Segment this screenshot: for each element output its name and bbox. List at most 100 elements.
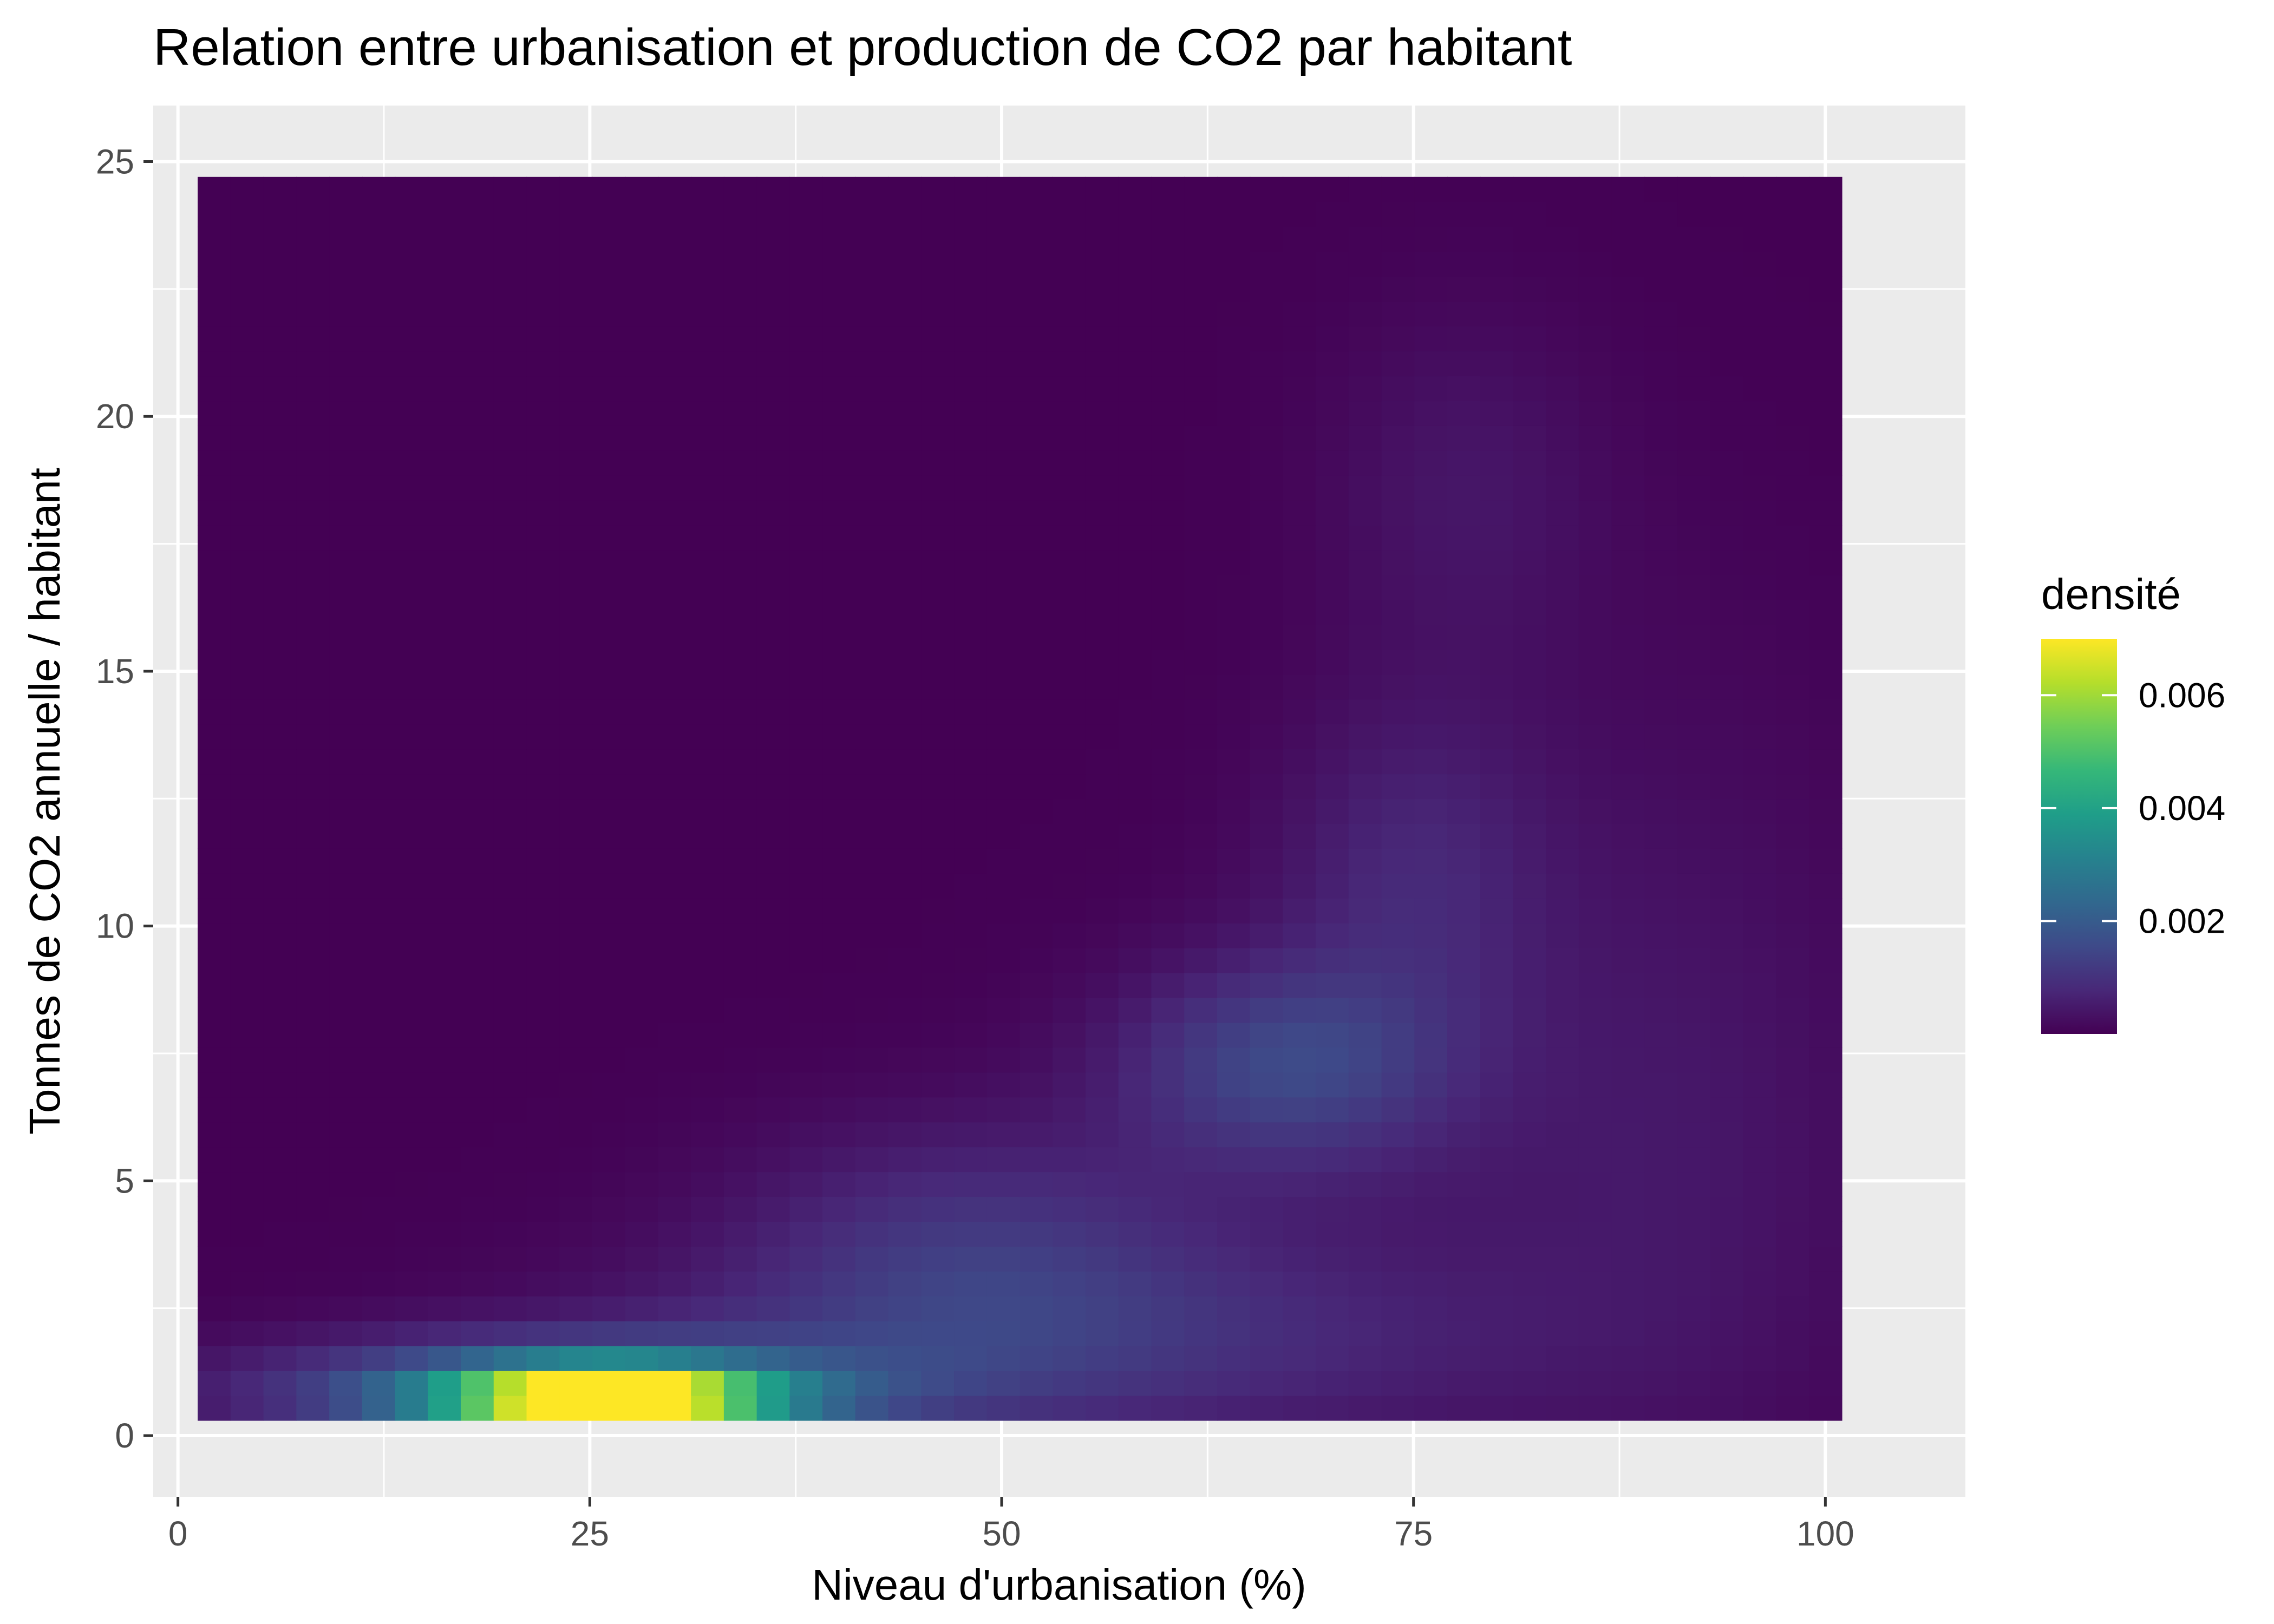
density-tile (1611, 1345, 1645, 1371)
density-tile (362, 326, 396, 352)
density-tile (1316, 276, 1349, 302)
density-tile (1611, 500, 1645, 526)
density-tile (1809, 997, 1842, 1023)
density-tile (1348, 251, 1382, 277)
density-tile (1020, 1395, 1053, 1421)
density-tile (658, 624, 691, 650)
density-tile (921, 699, 955, 725)
density-tile (428, 549, 461, 575)
density-tile (461, 1246, 494, 1272)
density-tile (1381, 848, 1415, 874)
density-tile (1644, 848, 1678, 874)
density-tile (526, 1047, 560, 1073)
density-tile (1283, 475, 1316, 501)
density-tile (395, 1271, 429, 1296)
density-tile (1348, 425, 1382, 451)
density-tile (1053, 1097, 1086, 1123)
density-tile (756, 549, 790, 575)
density-tile (658, 873, 691, 899)
density-tile (986, 1097, 1021, 1123)
density-tile (1480, 326, 1514, 352)
density-tile (1447, 798, 1481, 824)
density-tile (263, 873, 297, 899)
density-tile (198, 276, 231, 302)
density-tile (1414, 599, 1448, 625)
density-tile (1151, 823, 1185, 849)
density-tile (1578, 848, 1612, 874)
density-tile (1020, 500, 1053, 526)
density-tile (986, 1122, 1021, 1148)
density-tile (1151, 1395, 1185, 1421)
density-tile (592, 1171, 626, 1197)
density-tile (625, 574, 659, 600)
density-tile (1283, 201, 1316, 227)
density-tile (296, 226, 330, 252)
density-tile (592, 724, 626, 750)
density-tile (230, 1395, 264, 1421)
density-tile (1250, 1296, 1284, 1321)
density-tile (1480, 823, 1514, 849)
density-tile (493, 997, 527, 1023)
density-tile (1414, 823, 1448, 849)
density-tile (1250, 1196, 1284, 1222)
density-tile (1447, 251, 1481, 277)
density-tile (1118, 301, 1152, 327)
density-tile (428, 574, 461, 600)
density-tile (691, 425, 724, 451)
density-tile (1611, 823, 1645, 849)
density-tile (822, 1196, 856, 1222)
density-tile (1053, 972, 1086, 998)
density-tile (921, 898, 955, 924)
density-tile (1611, 226, 1645, 252)
density-tile (691, 1147, 724, 1173)
density-tile (1085, 525, 1119, 551)
density-tile (362, 823, 396, 849)
density-tile (493, 749, 527, 775)
density-tile (756, 326, 790, 352)
density-tile (658, 401, 691, 426)
density-tile (822, 351, 856, 377)
density-tile (789, 997, 823, 1023)
density-tile (1151, 624, 1185, 650)
density-tile (1348, 1321, 1382, 1346)
density-tile (954, 1246, 988, 1272)
density-tile (362, 1321, 396, 1346)
density-tile (625, 1022, 659, 1048)
density-tile (789, 798, 823, 824)
density-tile (559, 1246, 593, 1272)
density-tile (1118, 798, 1152, 824)
density-tile (986, 674, 1021, 700)
density-tile (263, 624, 297, 650)
density-tile (1480, 1122, 1514, 1148)
density-tile (559, 1072, 593, 1098)
density-tile (1644, 699, 1678, 725)
density-tile (526, 1296, 560, 1321)
density-tile (1743, 201, 1777, 227)
density-tile (1611, 401, 1645, 426)
density-tile (691, 997, 724, 1023)
density-tile (296, 301, 330, 327)
density-tile (296, 1370, 330, 1396)
density-tile (954, 1345, 988, 1371)
density-tile (493, 226, 527, 252)
density-tile (198, 1122, 231, 1148)
density-tile (1611, 1321, 1645, 1346)
density-tile (1118, 500, 1152, 526)
density-tile (329, 947, 363, 973)
density-tile (461, 1072, 494, 1098)
density-tile (559, 624, 593, 650)
density-tile (1184, 201, 1218, 227)
density-tile (428, 898, 461, 924)
density-tile (1348, 1171, 1382, 1197)
density-tile (592, 376, 626, 402)
density-tile (1053, 624, 1086, 650)
density-tile (1053, 326, 1086, 352)
legend-label: 0.002 (2139, 901, 2225, 940)
density-tile (723, 1246, 757, 1272)
density-tile (1578, 873, 1612, 899)
density-tile (1348, 798, 1382, 824)
density-tile (428, 848, 461, 874)
density-tile (362, 450, 396, 476)
density-tile (1743, 1395, 1777, 1421)
density-tile (230, 176, 264, 202)
